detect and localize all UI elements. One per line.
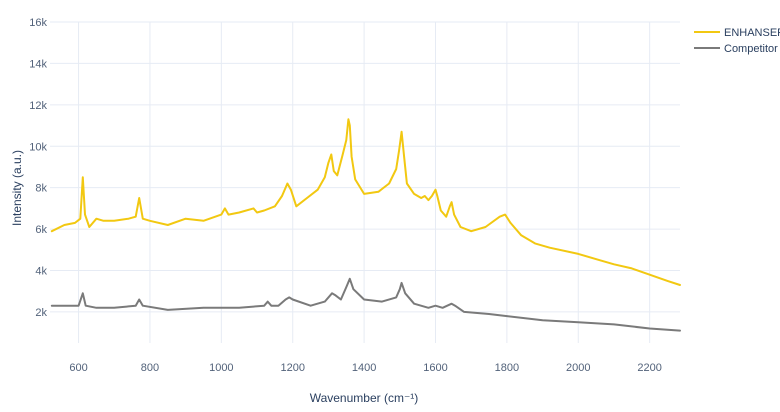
x-tick-label: 2000 [566, 362, 590, 374]
x-tick-label: 1000 [209, 362, 233, 374]
x-tick-label: 600 [69, 362, 87, 374]
x-axis-ticks: 600 800 1000 1200 1400 1600 1800 2000 2200 [69, 362, 662, 374]
gridlines [50, 21, 680, 343]
y-tick-label: 16k [29, 17, 47, 29]
legend-label-enhansers: ENHANSERS [724, 27, 780, 39]
y-tick-label: 4k [35, 266, 47, 278]
x-tick-label: 800 [141, 362, 159, 374]
legend-item-competitor[interactable]: Competitor [694, 43, 778, 55]
series-line-competitor [50, 277, 681, 332]
series-line-enhansers [50, 118, 681, 286]
x-axis-title: Wavenumber (cm⁻¹) [310, 391, 419, 405]
y-tick-label: 6k [35, 224, 47, 236]
y-tick-label: 2k [35, 307, 47, 319]
x-tick-label: 1200 [280, 362, 304, 374]
legend-item-enhansers[interactable]: ENHANSERS [694, 27, 780, 39]
legend-label-competitor: Competitor [724, 43, 778, 55]
y-axis-ticks: 2k 4k 6k 8k 10k 12k 14k 16k [29, 17, 47, 319]
y-tick-label: 14k [29, 58, 47, 70]
x-tick-label: 2200 [637, 362, 661, 374]
y-axis-title: Intensity (a.u.) [10, 150, 24, 226]
legend[interactable]: ENHANSERS Competitor [694, 27, 780, 55]
x-tick-label: 1400 [352, 362, 376, 374]
y-tick-label: 10k [29, 141, 47, 153]
y-tick-label: 12k [29, 100, 47, 112]
x-tick-label: 1800 [495, 362, 519, 374]
series-lines [50, 118, 681, 332]
x-tick-label: 1600 [423, 362, 447, 374]
y-tick-label: 8k [35, 183, 47, 195]
